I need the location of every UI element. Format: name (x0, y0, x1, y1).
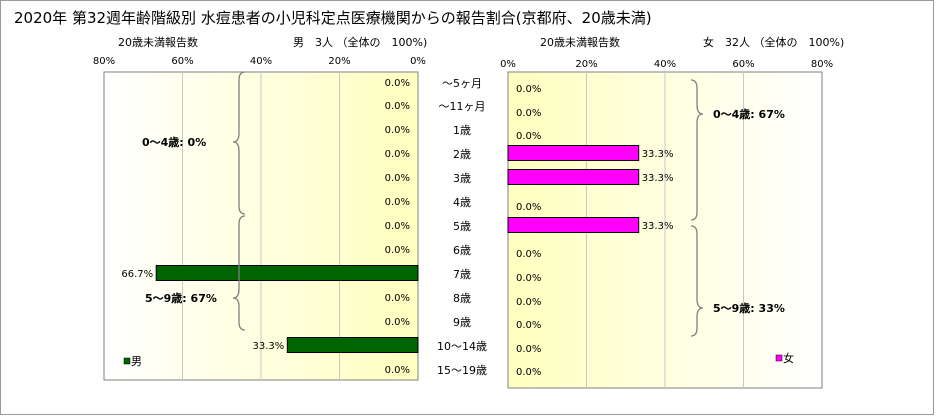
right-axis-ticks: 0% 20% 40% 60% 80% (500, 59, 833, 70)
female-value-label: 0.0% (516, 108, 541, 119)
left-value-labels: 0.0% 0.0% 0.0% 0.0% 0.0% 0.0% 0.0% 0.0% 66.7% 0.0… (121, 78, 410, 376)
left-tick-label: 80% (93, 56, 115, 67)
right-brackets (690, 79, 704, 337)
category-label: 7歳 (453, 268, 471, 281)
female-value-label: 33.3% (642, 149, 674, 160)
right-bars (507, 145, 640, 233)
left-bracket-5-9 (232, 215, 246, 331)
right-header-label: 20歳未満報告数 (540, 36, 620, 49)
male-value-label: 0.0% (385, 365, 410, 376)
annotation-right-0-4: 0～4歳: 67% (713, 107, 785, 121)
annotation-left-5-9: 5～9歳: 67% (145, 291, 217, 305)
category-label: 5歳 (453, 220, 471, 233)
male-bar (155, 265, 419, 281)
annotation-right-5-9: 5～9歳: 33% (713, 301, 785, 315)
female-value-label: 0.0% (516, 320, 541, 331)
left-header-label: 20歳未満報告数 (118, 36, 198, 49)
right-tick-label: 60% (732, 59, 754, 70)
female-value-label: 0.0% (516, 367, 541, 378)
left-gridlines (182, 72, 340, 380)
right-tick-label: 0% (500, 59, 516, 70)
male-value-label: 0.0% (385, 221, 410, 232)
category-label: 8歳 (453, 292, 471, 305)
category-label: 3歳 (453, 172, 471, 185)
male-value-label: 0.0% (385, 245, 410, 256)
right-tick-label: 40% (654, 59, 676, 70)
left-tick-label: 40% (250, 56, 272, 67)
male-value-label: 0.0% (385, 293, 410, 304)
annotation-left-0-4: 0～4歳: 0% (142, 135, 206, 149)
left-axis-ticks: 80% 60% 40% 20% 0% (93, 56, 426, 67)
male-value-label: 0.0% (385, 197, 410, 208)
right-bracket-0-4 (690, 79, 704, 221)
chart-title: 2020年 第32週年齢階級別 水痘患者の小児科定点医療機関からの報告割合(京都… (14, 9, 652, 27)
male-value-label: 0.0% (385, 78, 410, 89)
category-label: ～5ヶ月 (442, 77, 482, 90)
legend-label-male: 男 (131, 355, 142, 368)
male-value-label: 0.0% (385, 125, 410, 136)
category-label: 4歳 (453, 196, 471, 209)
female-bar (507, 145, 640, 161)
legend-label-female: 女 (783, 351, 794, 365)
female-bar (507, 169, 640, 185)
right-value-labels: 0.0% 0.0% 0.0% 33.3% 33.3% 0.0% 33.3% 0.0% 0.0% 0… (516, 84, 673, 378)
male-value-label: 0.0% (385, 101, 410, 112)
female-value-label: 0.0% (516, 249, 541, 260)
female-value-label: 0.0% (516, 131, 541, 142)
female-bar (507, 217, 640, 233)
male-value-label: 66.7% (121, 269, 153, 280)
female-value-label: 0.0% (516, 84, 541, 95)
female-value-label: 33.3% (642, 173, 674, 184)
right-header-total: 女 32人 （全体の 100%) (703, 35, 844, 49)
category-label: 9歳 (453, 316, 471, 329)
category-label: 2歳 (453, 148, 471, 161)
male-bar (286, 337, 419, 353)
left-tick-label: 20% (328, 56, 350, 67)
right-tick-label: 20% (575, 59, 597, 70)
legend-swatch-male (123, 357, 131, 365)
male-value-label: 0.0% (385, 149, 410, 160)
left-bracket-0-4 (232, 71, 246, 215)
male-value-label: 0.0% (385, 317, 410, 328)
left-tick-label: 60% (171, 56, 193, 67)
male-value-label: 33.3% (253, 341, 285, 352)
left-tick-label: 0% (410, 56, 426, 67)
male-value-label: 0.0% (385, 173, 410, 184)
female-value-label: 0.0% (516, 202, 541, 213)
female-value-label: 0.0% (516, 297, 541, 308)
left-bars (155, 265, 419, 353)
female-value-label: 0.0% (516, 273, 541, 284)
left-brackets (232, 71, 246, 331)
category-label: 15～19歳 (437, 364, 487, 377)
female-value-label: 33.3% (642, 221, 674, 232)
right-bracket-5-9 (690, 225, 704, 337)
category-label: 10～14歳 (437, 340, 487, 353)
female-value-label: 0.0% (516, 344, 541, 355)
category-labels: ～5ヶ月 ～11ヶ月 1歳 2歳 3歳 4歳 5歳 6歳 7歳 8歳 9歳 10～14歳 15～19歳 (437, 77, 487, 377)
right-tick-label: 80% (811, 59, 833, 70)
left-header-total: 男 3人 （全体の 100%) (293, 35, 427, 49)
category-label: 1歳 (453, 124, 471, 137)
legend-swatch-female (775, 354, 783, 362)
category-label: 6歳 (453, 244, 471, 257)
category-label: ～11ヶ月 (439, 100, 486, 113)
